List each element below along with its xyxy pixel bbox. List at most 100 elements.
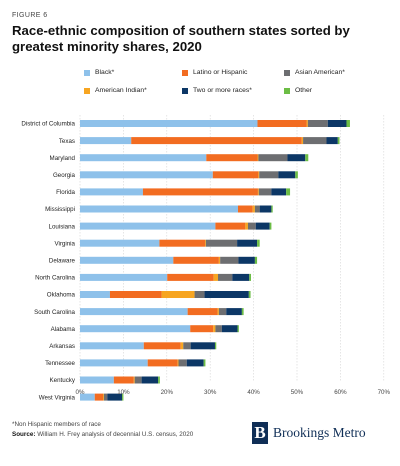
bar-segment — [80, 325, 191, 333]
bar-segment — [177, 359, 179, 367]
category-label: Georgia — [53, 172, 76, 179]
bar-segment — [203, 359, 206, 367]
legend-swatch — [182, 87, 188, 94]
bar-segment — [218, 256, 221, 264]
bar-segment — [109, 291, 162, 298]
category-label: Louisiana — [49, 223, 76, 230]
bar-segment — [214, 342, 217, 350]
bar-segment — [215, 325, 222, 333]
bar-segment — [113, 376, 134, 384]
bar-segment — [204, 291, 249, 298]
category-label: District of Columbia — [21, 121, 75, 128]
bar-segment — [180, 342, 184, 350]
bar-segment — [142, 188, 258, 196]
legend-swatch — [284, 87, 290, 94]
category-label: Virginia — [54, 240, 75, 247]
bar-segment — [190, 325, 214, 333]
bar-segment — [271, 188, 287, 196]
bar-segment — [159, 239, 205, 247]
bar-segment — [94, 393, 104, 401]
bar-segment — [305, 154, 309, 162]
bar-segment — [232, 273, 250, 281]
legend-item: Latino or Hispanic — [182, 69, 247, 76]
bar-segment — [241, 308, 244, 316]
x-tick-label: 70% — [378, 389, 391, 396]
logo-text: Brookings Metro — [273, 425, 366, 440]
bar-segment — [80, 291, 110, 298]
bar-segment — [122, 393, 124, 401]
legend-label: Two or more races* — [193, 87, 252, 94]
bar-segment — [167, 273, 214, 281]
bar-segment — [80, 137, 132, 145]
bar-segment — [80, 308, 188, 316]
bar-segment — [217, 308, 219, 316]
source-label: Source: — [12, 431, 36, 438]
category-label: Oklahoma — [47, 292, 76, 299]
bar-segment — [212, 171, 259, 179]
bar-segment — [286, 188, 291, 196]
chart-plot: District of Columbia Texas Maryland Georgia… — [21, 115, 391, 401]
bar-segment — [205, 239, 238, 247]
x-tick-label: 0% — [76, 389, 85, 396]
bar-segment — [346, 120, 350, 127]
bar-segment — [183, 342, 191, 350]
bar-segment — [271, 205, 273, 213]
category-label: Maryland — [50, 155, 76, 162]
bar-segment — [204, 239, 206, 247]
bar-segment — [307, 120, 328, 127]
bar-segment — [257, 120, 307, 127]
bar-segment — [306, 120, 308, 127]
legend-label: Black* — [95, 69, 115, 76]
bar-segment — [238, 256, 255, 264]
bar-segment — [269, 222, 272, 230]
bar-segment — [257, 239, 260, 247]
legend-label: Other — [295, 87, 312, 94]
bar-segment — [215, 222, 246, 230]
legend-label: American Indian* — [95, 87, 147, 94]
legend-swatch — [284, 69, 290, 76]
legend-item: Asian American* — [284, 69, 345, 76]
category-label: West Virginia — [39, 394, 76, 401]
bar-segment — [237, 239, 258, 247]
bar-segment — [254, 256, 258, 264]
bar-segment — [158, 376, 160, 384]
chart-title: Race-ethnic composition of southern stat… — [12, 23, 350, 54]
bar-segment — [287, 154, 306, 162]
bar-segment — [303, 137, 327, 145]
bar-segment — [255, 222, 270, 230]
bar-segment — [80, 239, 160, 247]
bar-segment — [220, 256, 239, 264]
bar-segment — [257, 188, 259, 196]
bar-segment — [326, 137, 338, 145]
bar-segment — [258, 188, 272, 196]
bar-segment — [337, 137, 340, 145]
bar-segment — [245, 222, 248, 230]
bar-segment — [254, 205, 260, 213]
bar-segment — [258, 154, 288, 162]
legend-label: Latino or Hispanic — [193, 69, 248, 76]
x-tick-label: 30% — [204, 389, 217, 396]
bar-segment — [213, 273, 219, 281]
x-tick-label: 20% — [161, 389, 174, 396]
bar-segment — [190, 342, 215, 350]
category-label: Tennessee — [45, 360, 75, 367]
bar-segment — [80, 154, 207, 162]
bar-segment — [257, 154, 259, 162]
figure-label: FIGURE 6 — [12, 12, 48, 19]
bar-segment — [173, 256, 219, 264]
bar-segment — [103, 393, 108, 401]
legend-item: Two or more races* — [182, 87, 252, 94]
bar-segment — [327, 120, 347, 127]
legend-swatch — [84, 87, 90, 94]
brookings-logo: B Brookings Metro — [252, 422, 366, 444]
bar-segment — [80, 205, 238, 213]
bar-segment — [134, 376, 142, 384]
bar-segment — [247, 222, 256, 230]
legend-swatch — [84, 69, 90, 76]
bar-segment — [221, 325, 238, 333]
bar-segment — [237, 205, 253, 213]
bar-segment — [147, 359, 178, 367]
category-label: Florida — [56, 189, 75, 196]
category-label: Alabama — [51, 326, 76, 333]
x-tick-label: 60% — [334, 389, 347, 396]
